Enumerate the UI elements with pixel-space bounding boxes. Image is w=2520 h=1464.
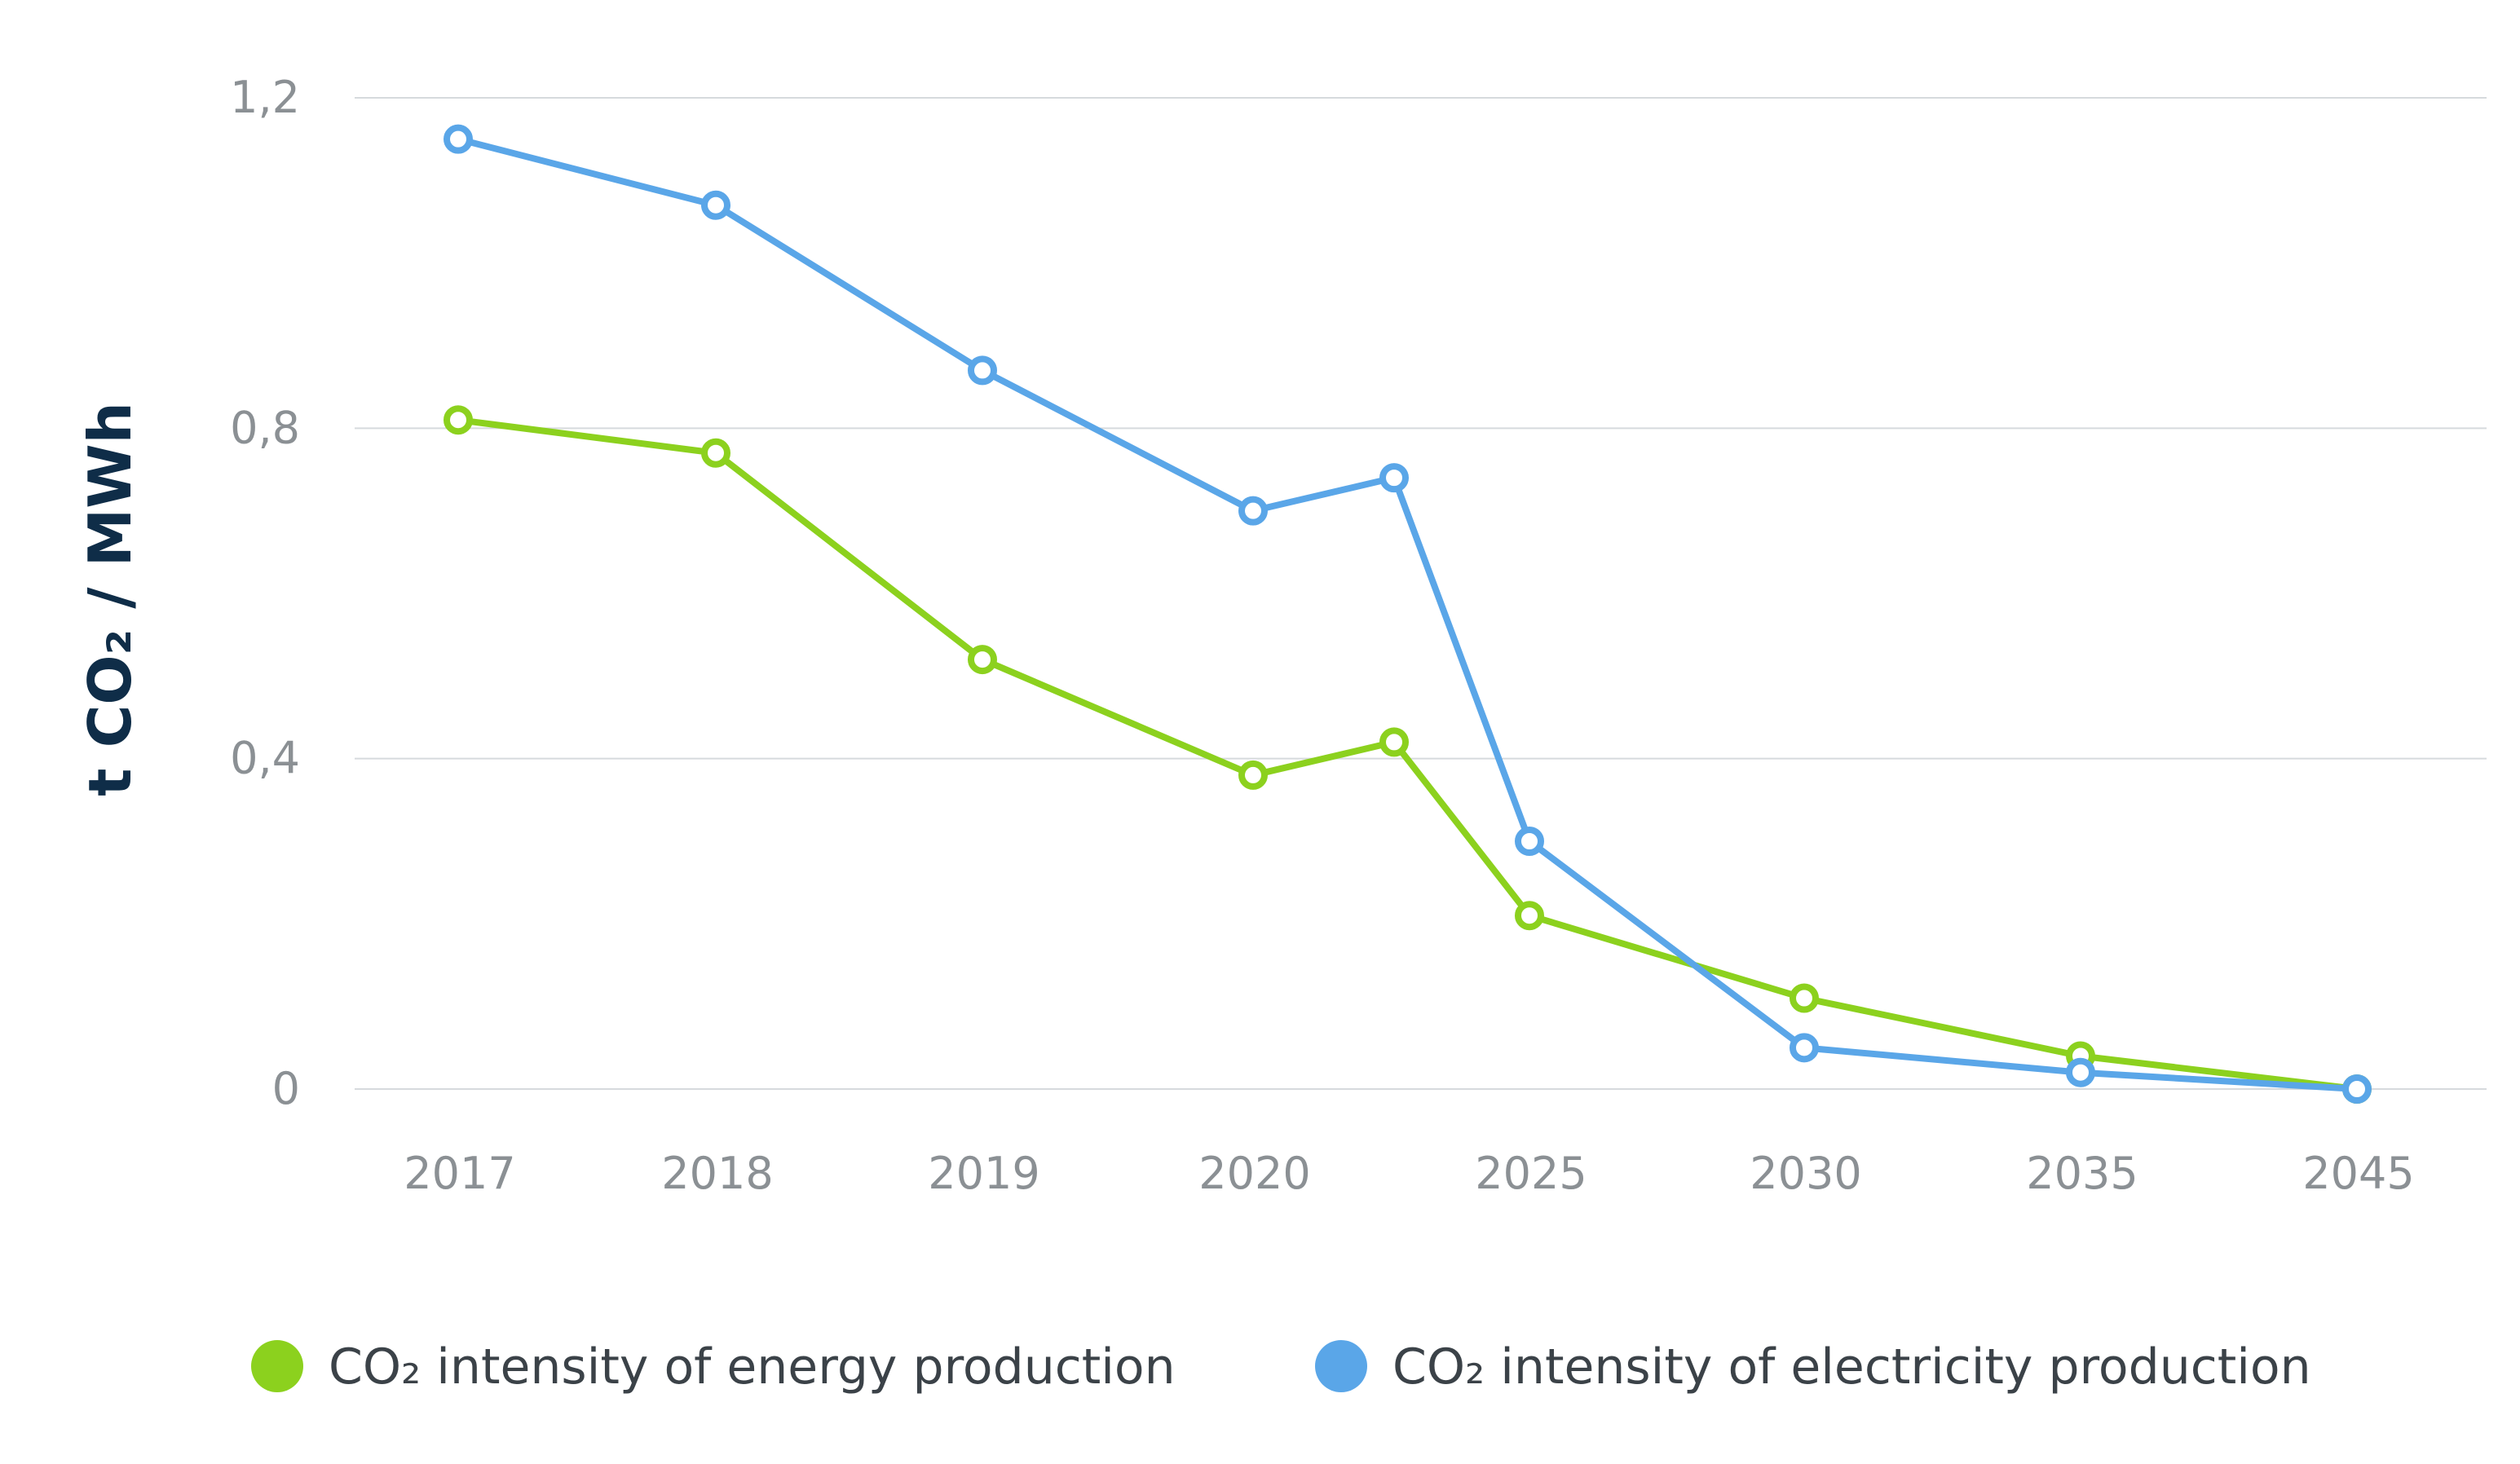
axes: 0 0,4 0,8 1,2 2017 2018 2019 2020 2025 2030 2035 20… xyxy=(230,72,2415,1199)
y-tick-label: 1,2 xyxy=(230,72,300,123)
x-tick-label: 2017 xyxy=(404,1148,515,1199)
data-point xyxy=(1238,496,1268,526)
data-point xyxy=(1515,901,1544,931)
legend: CO₂ intensity of energy production CO₂ in… xyxy=(251,1338,2311,1396)
data-point xyxy=(1790,983,1819,1013)
data-point xyxy=(1379,727,1409,757)
y-tick-label: 0 xyxy=(272,1063,300,1114)
data-point xyxy=(1379,463,1409,493)
legend-label: CO₂ intensity of energy production xyxy=(329,1338,1176,1396)
data-point xyxy=(968,645,997,675)
data-point xyxy=(444,405,473,435)
data-point xyxy=(1515,827,1544,856)
legend-item: CO₂ intensity of electricity production xyxy=(1315,1338,2311,1396)
data-point xyxy=(968,355,997,386)
x-tick-label: 2030 xyxy=(1750,1148,1861,1199)
legend-swatch xyxy=(1315,1340,1367,1392)
series-line xyxy=(455,135,2360,1092)
data-point xyxy=(1238,760,1268,790)
y-tick-label: 0,4 xyxy=(230,733,300,784)
x-tick-label: 2045 xyxy=(2302,1148,2414,1199)
legend-label: CO₂ intensity of electricity production xyxy=(1392,1338,2311,1396)
x-tick-label: 2020 xyxy=(1198,1148,1310,1199)
data-point xyxy=(2066,1057,2095,1087)
data-point xyxy=(701,438,730,468)
x-tick-label: 2035 xyxy=(2026,1148,2138,1199)
data-point xyxy=(2342,1074,2372,1104)
series-electricity-production xyxy=(444,124,2372,1104)
series-energy-production xyxy=(444,405,2372,1104)
data-point xyxy=(444,124,473,154)
data-point xyxy=(1790,1033,1819,1063)
series xyxy=(444,124,2372,1104)
x-tick-label: 2019 xyxy=(928,1148,1039,1199)
x-tick-label: 2018 xyxy=(661,1148,773,1199)
data-point xyxy=(701,190,730,220)
y-axis-label: t CO₂ / MWh xyxy=(76,402,144,796)
y-tick-label: 0,8 xyxy=(230,402,300,453)
legend-item: CO₂ intensity of energy production xyxy=(251,1338,1176,1396)
x-tick-label: 2025 xyxy=(1475,1148,1587,1199)
legend-swatch xyxy=(251,1340,303,1392)
grid xyxy=(355,97,2487,1090)
